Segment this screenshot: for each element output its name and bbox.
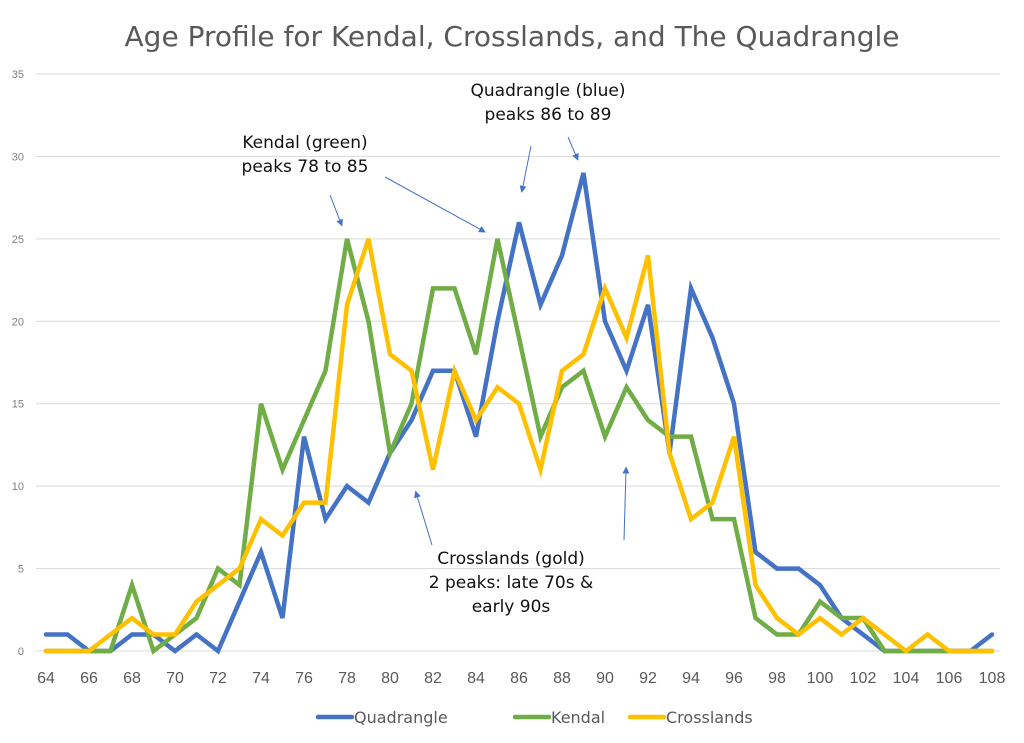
x-tick-label: 86 [510,670,528,687]
x-axis-ticks: 64 66 68 70 72 74 76 78 80 82 84 86 88 90 92 94 96 98 100 1… [37,670,1005,687]
gridlines [36,73,1000,652]
x-tick-label: 98 [768,670,786,687]
legend-label-kendal: Kendal [551,708,605,727]
x-tick-label: 94 [682,670,700,687]
annotation-text: Kendal (green) [242,133,367,153]
x-tick-label: 100 [807,670,834,687]
annotation-text: 2 peaks: late 70s & [429,573,594,593]
annotations: Kendal (green) peaks 78 to 85 Quadrangle (… [242,81,630,617]
x-tick-label: 106 [936,670,963,687]
legend-label-crosslands: Crosslands [666,708,753,727]
series-line-quadrangle [43,172,995,655]
annotation-arrow [384,176,486,233]
annotation-arrow [329,194,343,227]
legend-label-quadrangle: Quadrangle [354,708,448,727]
x-tick-label: 76 [295,670,313,687]
x-tick-label: 82 [424,670,442,687]
series-lines [43,172,995,655]
x-tick-label: 108 [979,670,1006,687]
annotation-text: early 90s [472,597,551,617]
x-tick-label: 66 [80,670,98,687]
x-tick-label: 84 [467,670,485,687]
x-tick-label: 74 [252,670,270,687]
chart-title: Age Profile for Kendal, Crosslands, and … [125,20,900,53]
x-tick-label: 102 [850,670,877,687]
x-tick-label: 88 [553,670,571,687]
x-tick-label: 96 [725,670,743,687]
x-tick-label: 104 [893,670,920,687]
x-tick-label: 70 [166,670,184,687]
x-tick-label: 78 [338,670,356,687]
annotation-arrow [622,466,630,541]
y-tick-label: 20 [12,316,24,328]
annotation-arrow [519,145,532,193]
y-tick-label: 35 [12,69,24,81]
annotation-text: peaks 78 to 85 [242,157,369,177]
x-tick-label: 92 [639,670,657,687]
x-tick-label: 68 [123,670,141,687]
x-tick-label: 90 [596,670,614,687]
series-line-crosslands [43,238,995,654]
y-tick-label: 5 [18,564,24,576]
annotation-arrow [414,490,433,546]
y-tick-label: 15 [12,399,24,411]
y-tick-label: 0 [18,646,24,658]
annotation-text: peaks 86 to 89 [485,105,612,125]
series-line-kendal [43,238,995,655]
x-tick-label: 72 [209,670,227,687]
annotation-arrow [567,136,579,161]
annotation-text: Crosslands (gold) [437,549,585,569]
y-axis-ticks: 0 5 10 15 20 25 30 35 [12,69,24,658]
y-tick-label: 30 [12,151,24,163]
x-tick-label: 64 [37,670,55,687]
y-tick-label: 10 [12,481,24,493]
annotation-text: Quadrangle (blue) [471,81,626,101]
y-tick-label: 25 [12,234,24,246]
legend: Quadrangle Kendal Crosslands [315,708,753,727]
x-tick-label: 80 [381,670,399,687]
